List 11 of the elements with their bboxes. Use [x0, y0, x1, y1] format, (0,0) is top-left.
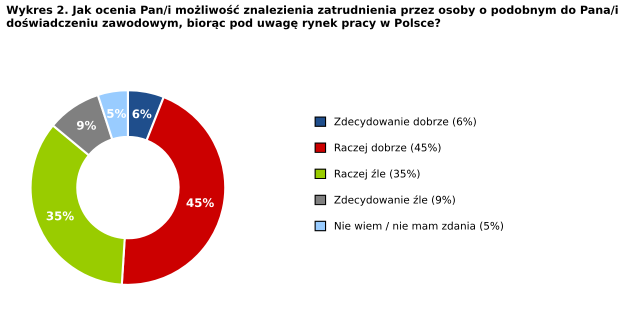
legend-label: Raczej źle (35%) [334, 169, 420, 180]
chart-title: Wykres 2. Jak ocenia Pan/i możliwość znalezienia zatrudnienia przez osoby o podobnym do Pana/i doświadczeniu zawodowym, biorąc pod uwagę rynek pracy w Polsce? [6, 4, 618, 30]
legend-label: Zdecydowanie źle (9%) [334, 195, 455, 206]
data-label: 6% [132, 109, 152, 118]
legend-label: Zdecydowanie dobrze (6%) [334, 117, 476, 128]
data-label: 45% [186, 198, 214, 208]
legend-label: Nie wiem / nie mam zdania (5%) [334, 222, 504, 231]
data-label: 9% [76, 120, 96, 130]
data-label: 35% [46, 211, 74, 220]
data-label: 5% [107, 108, 126, 118]
legend-label: Raczej dobrze (45%) [334, 143, 441, 154]
